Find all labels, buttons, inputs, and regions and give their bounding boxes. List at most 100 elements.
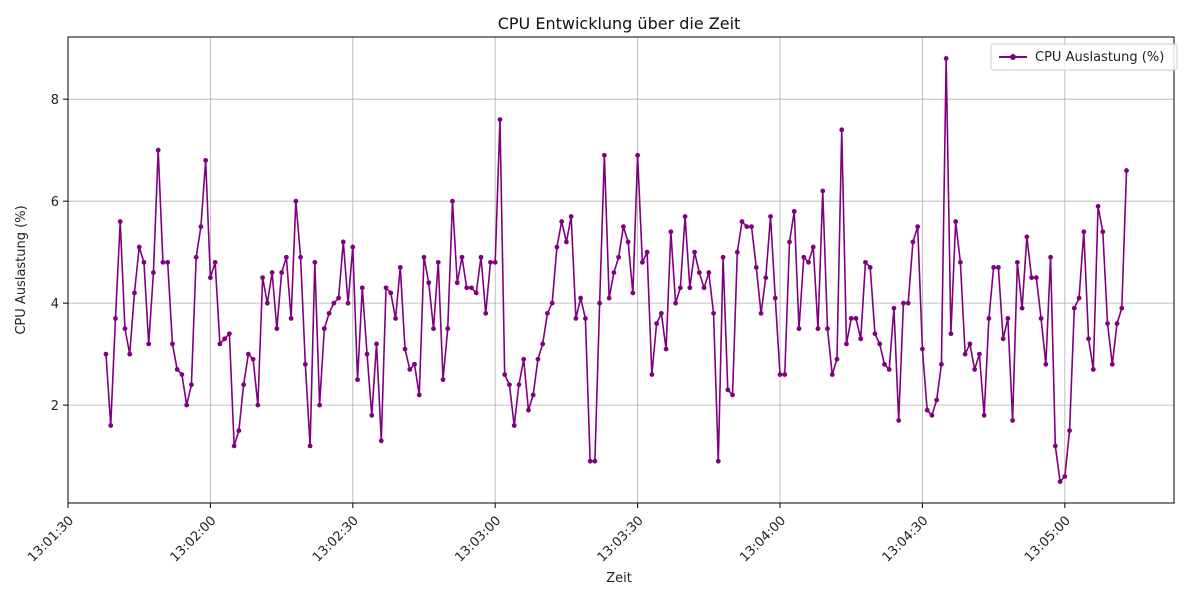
legend: CPU Auslastung (%) (990, 43, 1178, 71)
data-point (630, 290, 636, 296)
data-point (407, 367, 413, 372)
data-point (1086, 336, 1091, 342)
data-point (920, 346, 925, 352)
data-point (155, 147, 161, 153)
data-point (464, 285, 470, 291)
data-point (587, 458, 593, 464)
data-point (815, 326, 821, 332)
data-point (170, 341, 175, 347)
data-point (962, 351, 968, 357)
data-point (478, 254, 484, 260)
data-point (1124, 168, 1129, 173)
data-point (208, 275, 213, 281)
data-point (189, 382, 194, 388)
data-point (801, 254, 807, 260)
data-point (692, 249, 697, 255)
data-point (359, 285, 365, 291)
data-point (212, 259, 218, 265)
data-point (753, 265, 759, 270)
data-point (350, 244, 356, 250)
data-point (882, 361, 887, 367)
data-point (421, 254, 427, 260)
data-point (402, 346, 408, 352)
data-point (1109, 361, 1115, 367)
data-point (283, 254, 289, 260)
data-point (426, 280, 432, 286)
data-point (317, 402, 322, 408)
data-point (454, 280, 460, 286)
data-point (758, 310, 764, 316)
data-point (1052, 443, 1058, 449)
data-point (160, 259, 166, 265)
data-point (264, 300, 270, 306)
data-point (578, 295, 584, 301)
data-point (744, 224, 750, 230)
data-point (995, 265, 1001, 270)
data-point (834, 356, 840, 362)
data-point (222, 336, 228, 342)
data-point (649, 372, 655, 377)
data-point (146, 341, 152, 347)
data-point (255, 402, 261, 408)
data-point (245, 351, 251, 357)
data-point (734, 249, 740, 255)
data-point (1095, 203, 1101, 209)
data-point (1010, 418, 1016, 423)
data-point (625, 239, 631, 245)
data-point (165, 259, 171, 265)
data-point (269, 270, 275, 275)
data-point (848, 316, 854, 321)
data-point (488, 259, 493, 265)
data-point (545, 310, 550, 316)
data-point (986, 316, 992, 321)
data-point (241, 382, 247, 388)
data-point (473, 290, 479, 296)
data-point (858, 336, 864, 342)
legend-marker-swatch (1010, 54, 1016, 60)
data-point (184, 402, 190, 408)
data-point (658, 310, 664, 316)
data-point (1119, 305, 1125, 311)
data-point (872, 331, 878, 337)
data-point (829, 372, 835, 377)
data-point (198, 224, 204, 230)
data-point (725, 387, 731, 393)
data-point (151, 270, 156, 275)
data-point (1000, 336, 1006, 342)
data-point (279, 270, 285, 275)
y-tick-label: 8 (51, 93, 59, 108)
data-point (701, 285, 707, 291)
data-point (502, 372, 508, 377)
data-point (1071, 305, 1077, 311)
data-point (1019, 305, 1025, 311)
data-point (934, 397, 940, 403)
data-point (516, 382, 522, 388)
data-point (445, 326, 451, 332)
data-point (521, 356, 527, 362)
data-point (620, 224, 626, 230)
data-point (706, 270, 712, 275)
data-point (326, 310, 332, 316)
data-point (179, 372, 185, 377)
data-point (132, 290, 137, 296)
data-point (877, 341, 883, 347)
data-point (772, 295, 778, 301)
data-point (113, 316, 118, 321)
data-point (730, 392, 735, 398)
data-point (663, 346, 669, 352)
data-point (972, 367, 978, 372)
data-point (967, 341, 973, 347)
data-point (606, 295, 612, 301)
data-point (891, 305, 897, 311)
data-point (231, 443, 237, 449)
data-point (364, 351, 370, 357)
data-point (601, 152, 607, 158)
data-point (302, 361, 308, 367)
y-tick-label: 6 (51, 195, 59, 210)
data-point (288, 316, 294, 321)
data-point (763, 275, 769, 281)
data-point (787, 239, 792, 245)
y-axis-ticks: 2 4 6 8 (51, 93, 68, 414)
series-line (105, 57, 1128, 483)
